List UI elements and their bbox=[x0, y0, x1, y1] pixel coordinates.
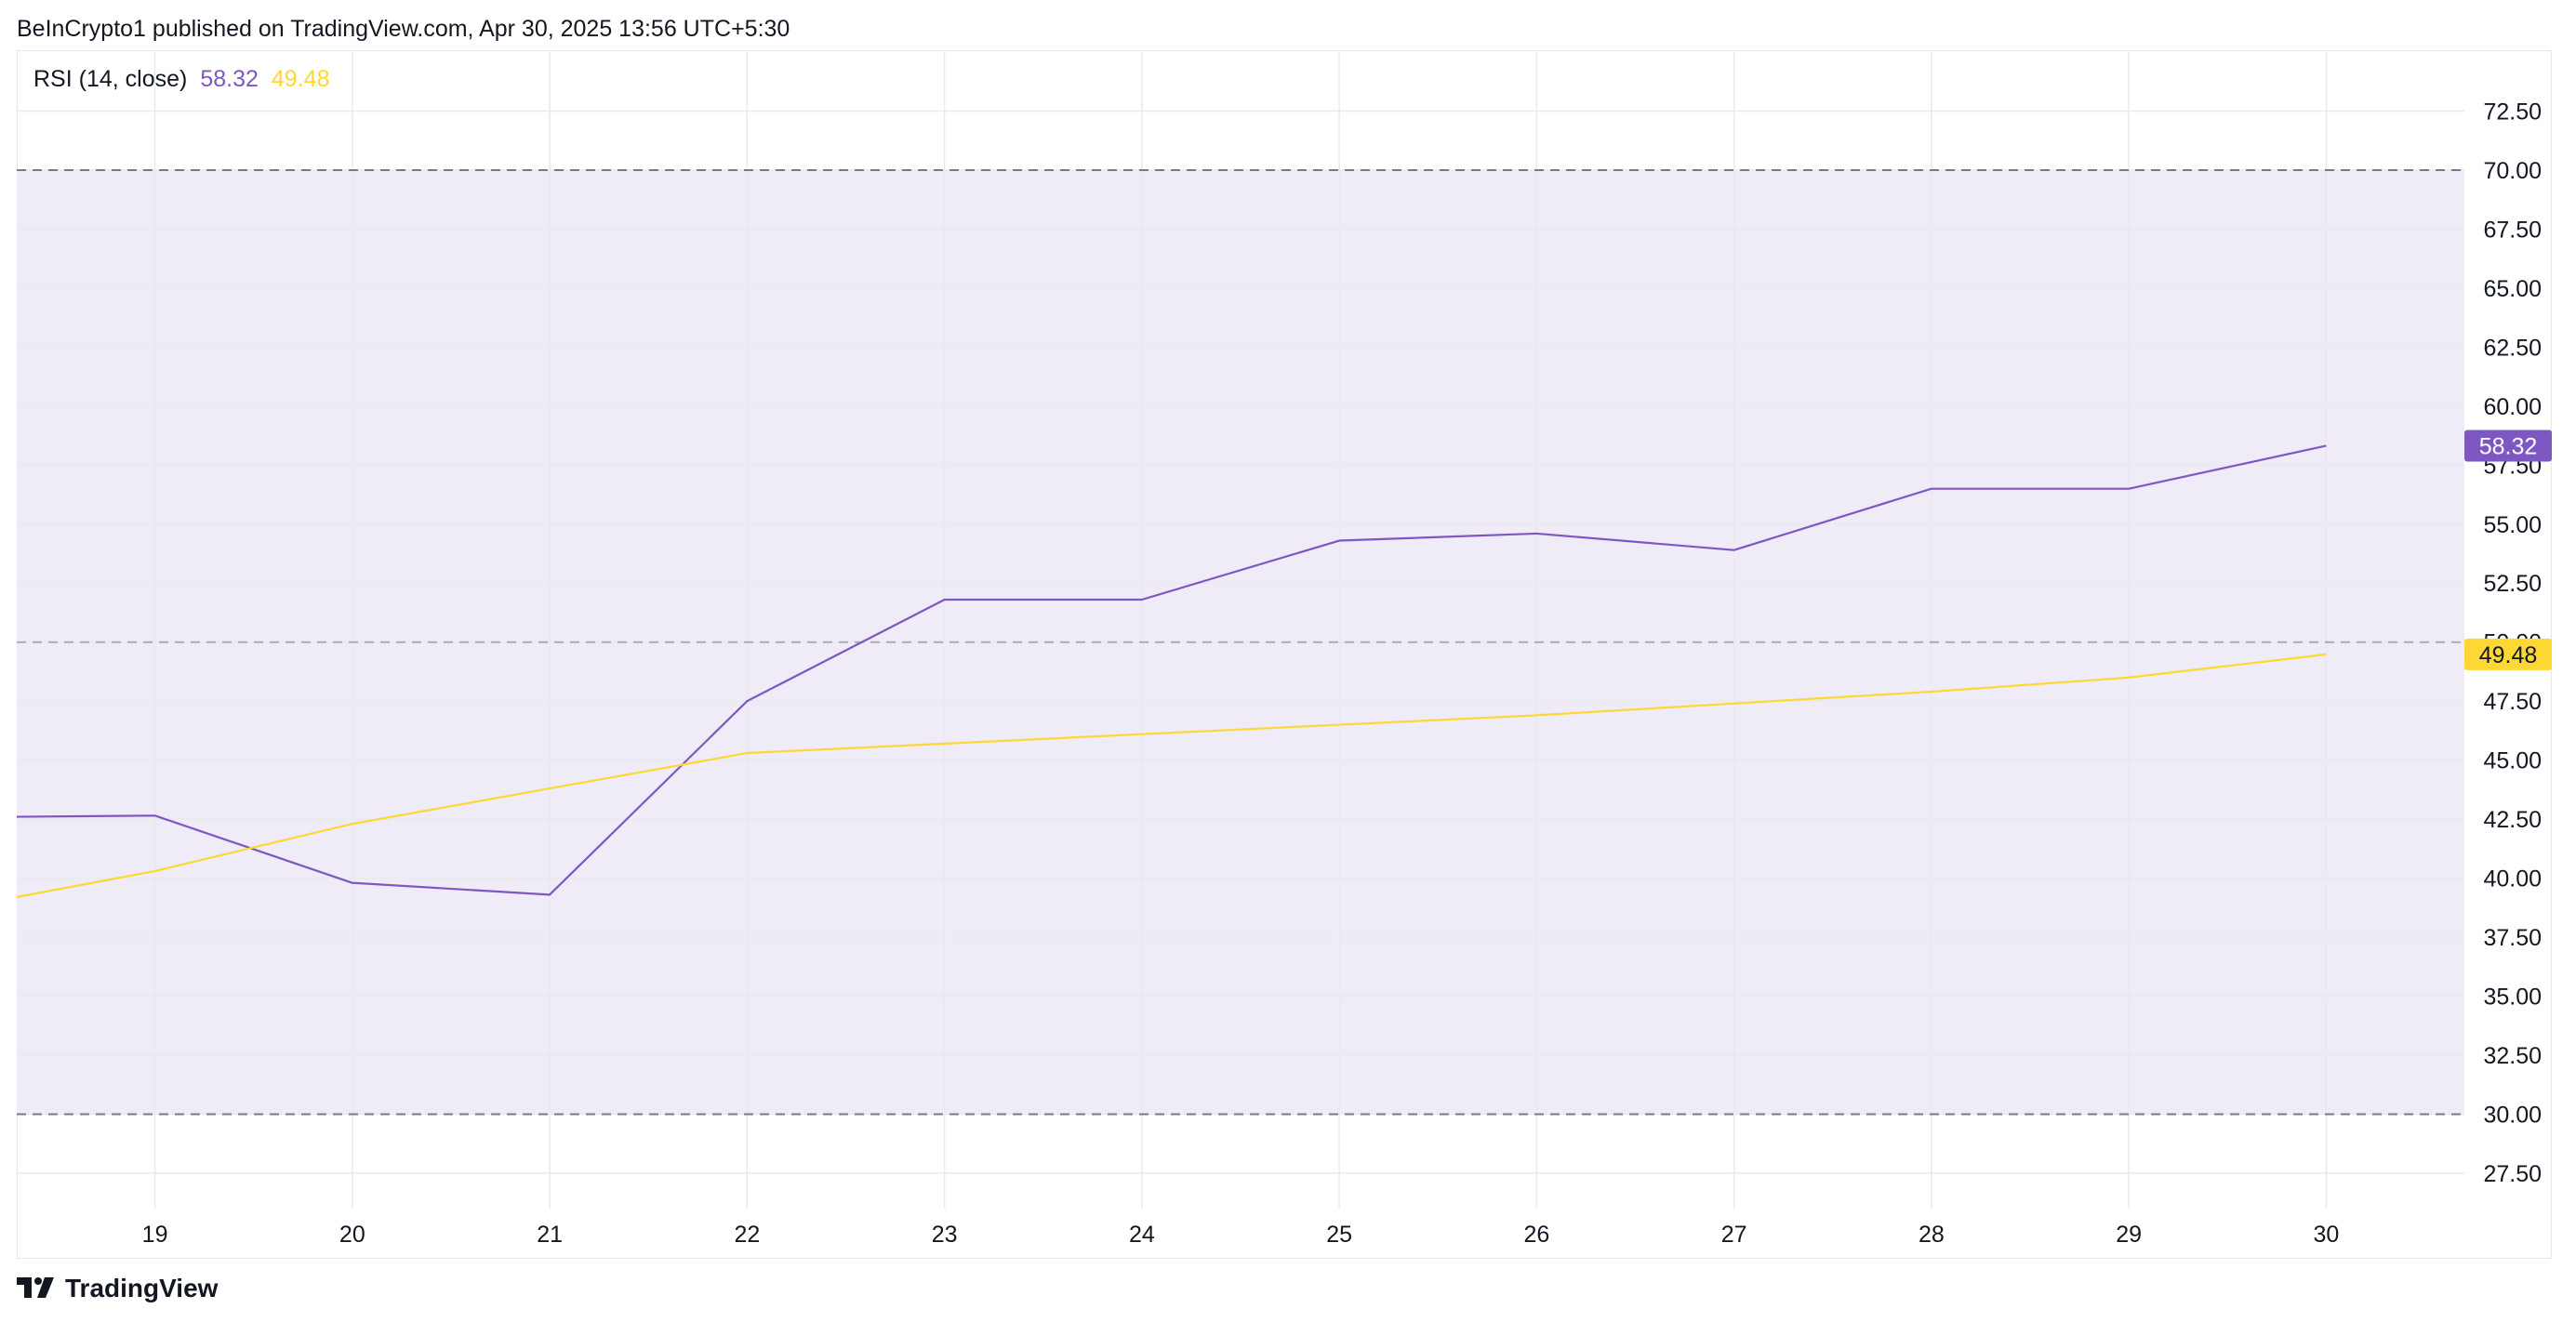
y-tick-label: 67.50 bbox=[2483, 217, 2542, 243]
y-tick-label: 40.00 bbox=[2483, 866, 2542, 892]
x-tick-label: 25 bbox=[1326, 1222, 1352, 1248]
tradingview-logo[interactable]: TradingView bbox=[17, 1274, 218, 1303]
indicator-legend[interactable]: RSI (14, close) 58.32 49.48 bbox=[33, 63, 342, 95]
tradingview-brand: TradingView bbox=[65, 1274, 219, 1302]
x-tick-label: 30 bbox=[2314, 1222, 2340, 1248]
x-tick-label: 24 bbox=[1129, 1222, 1155, 1248]
y-tick-label: 65.00 bbox=[2483, 276, 2542, 302]
y-tick-label: 37.50 bbox=[2483, 925, 2542, 951]
rsi-ma-line[interactable] bbox=[16, 653, 2327, 898]
publisher-line: BeInCrypto1 published on TradingView.com… bbox=[17, 16, 790, 42]
y-tick-label: 52.50 bbox=[2483, 571, 2542, 597]
x-tick-label: 23 bbox=[932, 1222, 958, 1248]
tradingview-logo-icon bbox=[17, 1277, 54, 1298]
rsi-ma-last-value-tag: 49.48 bbox=[2479, 642, 2538, 668]
x-tick-label: 20 bbox=[339, 1222, 365, 1248]
rsi-last-value-tag-bg bbox=[2464, 430, 2552, 462]
legend-rsi-value: 58.32 bbox=[200, 66, 259, 92]
y-tick-label: 42.50 bbox=[2483, 807, 2542, 833]
y-tick-label: 45.00 bbox=[2483, 748, 2542, 774]
x-tick-label: 21 bbox=[537, 1222, 563, 1248]
x-tick-label: 27 bbox=[1721, 1222, 1747, 1248]
y-tick-label: 60.00 bbox=[2483, 394, 2542, 420]
x-tick-label: 22 bbox=[734, 1222, 760, 1248]
y-tick-label: 62.50 bbox=[2483, 335, 2542, 361]
legend-indicator-name: RSI (14, close) bbox=[33, 66, 188, 92]
rsi-last-value-tag: 58.32 bbox=[2479, 433, 2538, 459]
y-tick-label: 47.50 bbox=[2483, 689, 2542, 715]
x-tick-label: 26 bbox=[1523, 1222, 1549, 1248]
legend-ma-value: 49.48 bbox=[271, 66, 330, 92]
x-tick-label: 19 bbox=[142, 1222, 168, 1248]
y-tick-label: 30.00 bbox=[2483, 1102, 2542, 1128]
x-tick-label: 29 bbox=[2116, 1222, 2142, 1248]
x-tick-label: 28 bbox=[1919, 1222, 1945, 1248]
y-tick-label: 35.00 bbox=[2483, 985, 2542, 1011]
y-tick-label: 32.50 bbox=[2483, 1043, 2542, 1069]
y-tick-label: 55.00 bbox=[2483, 512, 2542, 538]
y-tick-label: 70.00 bbox=[2483, 158, 2542, 184]
y-tick-label: 72.50 bbox=[2483, 99, 2542, 125]
rsi-ma-last-value-tag-bg bbox=[2464, 638, 2552, 670]
rsi-line[interactable] bbox=[16, 444, 2327, 896]
y-tick-label: 27.50 bbox=[2483, 1161, 2542, 1187]
